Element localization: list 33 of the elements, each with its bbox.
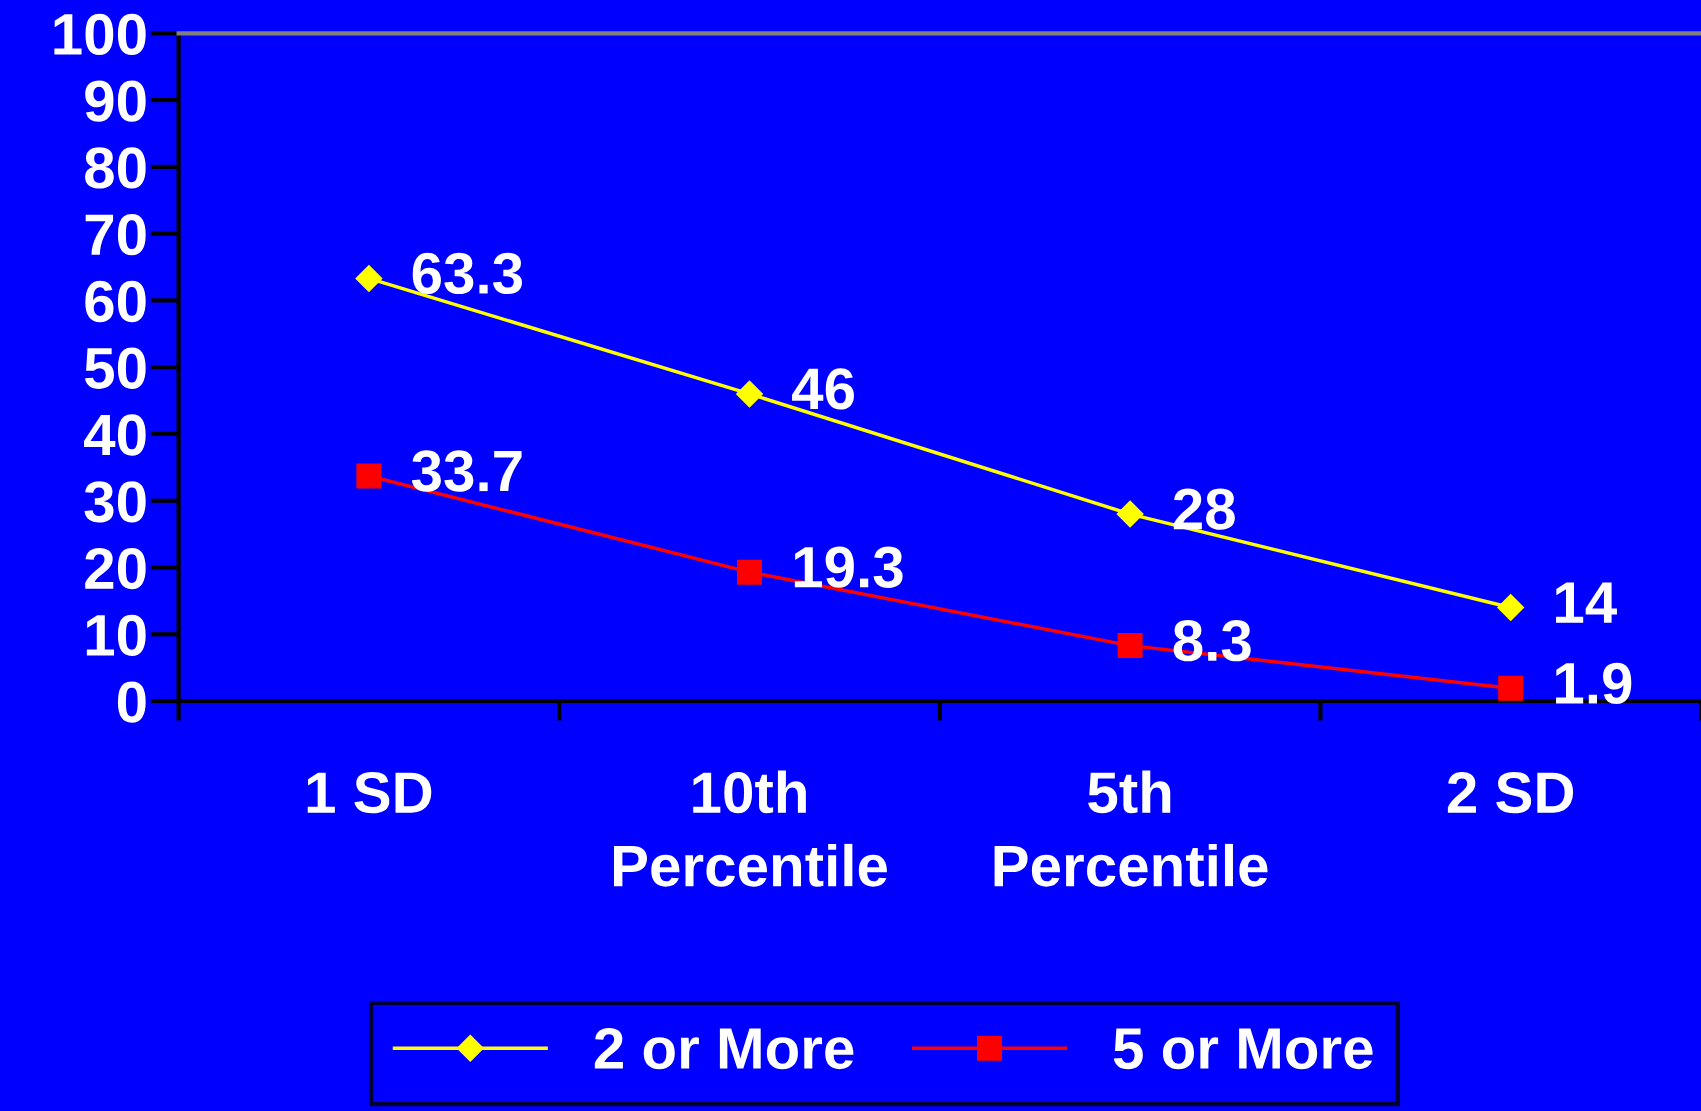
point [736,380,763,408]
point [355,264,383,292]
x-tick-label: 10th Percentile [613,770,887,887]
data-label: 14 [1556,582,1617,623]
y-tick-label: 30 [84,481,146,523]
y-tick-label: 50 [84,347,146,389]
point [737,559,763,585]
data-label: 46 [792,368,854,410]
data-label: 19.3 [794,546,903,588]
data-label: 8.3 [1173,619,1251,662]
data-label: 28 [1173,488,1235,530]
x-tick-label: 1 SD [307,772,432,814]
data-label: 33.7 [411,450,522,492]
legend-label: 5 or More [1113,1028,1373,1070]
point [1117,633,1143,659]
x-tick-label: 5th Percentile [994,770,1268,887]
y-tick-label: 0 [117,681,146,723]
x-tick-label: 2 SD [1447,772,1574,814]
data-label: 63.3 [412,252,522,295]
y-tick-label: 10 [86,614,146,656]
y-tick-label: 40 [84,414,146,456]
data-label: 1.9 [1556,662,1632,705]
y-tick-label: 90 [85,80,146,122]
legend-label: 2 or More [594,1027,854,1070]
point [1116,500,1144,528]
y-tick-label: 60 [85,280,146,323]
point [1498,675,1524,701]
y-tick-label: 100 [54,13,146,56]
point [356,463,382,489]
y-tick-label: 20 [85,547,146,590]
point [1497,594,1525,622]
y-tick-label: 80 [85,147,146,189]
y-tick-label: 70 [85,214,146,256]
